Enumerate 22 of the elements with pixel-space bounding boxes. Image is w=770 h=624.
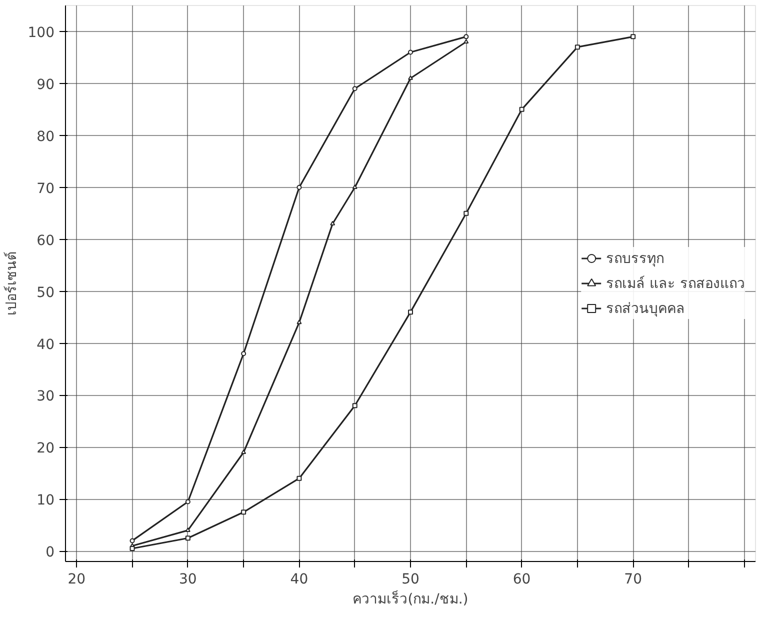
y-tick-label: 30: [36, 388, 55, 405]
y-tick-label: 80: [36, 128, 55, 145]
y-tick-label: 90: [36, 76, 55, 93]
x-tick-label: 60: [512, 572, 531, 588]
y-tick-label: 20: [36, 440, 55, 457]
y-tick-label: 70: [36, 180, 55, 197]
legend-label: รถส่วนบุคคล: [606, 300, 686, 319]
y-tick-label: 0: [46, 544, 55, 561]
legend-label: รถบรรทุก: [606, 250, 664, 269]
y-tick-label: 60: [36, 232, 55, 249]
x-tick-label: 40: [290, 572, 308, 588]
y-tick-label: 40: [36, 336, 55, 353]
y-tick-label: 50: [36, 284, 55, 301]
y-tick-label: 100: [28, 24, 55, 41]
x-tick-label: 30: [179, 572, 197, 588]
x-axis-title: ความเร็ว(กม./ชม.): [352, 590, 468, 608]
y-tick-label: 10: [36, 492, 55, 509]
x-tick-label: 20: [68, 572, 86, 588]
x-tick-label: 70: [624, 572, 642, 588]
legend-label: รถเมล์ และ รถสองแถว: [606, 274, 745, 294]
y-axis-title: เปอร์เซนต์: [2, 252, 20, 316]
x-tick-label: 50: [402, 572, 420, 588]
